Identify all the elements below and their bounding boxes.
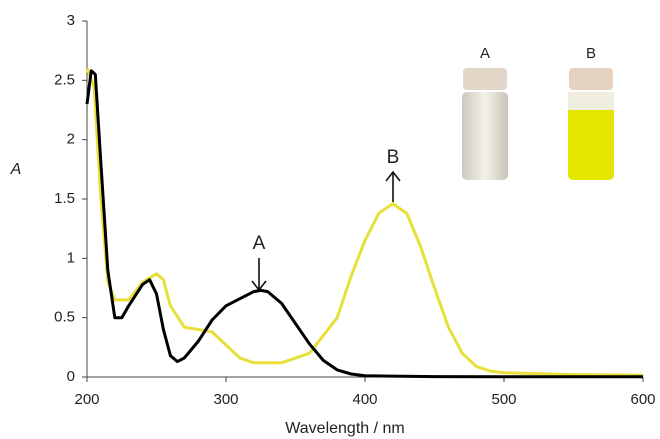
vial-label: A (480, 45, 490, 62)
annotation: A (253, 233, 266, 254)
annotation-arrows (251, 170, 401, 292)
x-tick-label: 200 (74, 391, 99, 408)
y-tick-label: 1 (67, 249, 75, 266)
x-tick-label: 400 (352, 391, 377, 408)
y-tick-label: 2.5 (54, 71, 75, 88)
y-axis-label: A (10, 161, 22, 178)
vial-b (568, 68, 614, 180)
vial-a (462, 68, 508, 180)
y-tick-label: 2 (67, 131, 75, 148)
y-tick-label: 3 (67, 12, 75, 29)
annotation: B (387, 147, 400, 168)
x-tick-label: 600 (630, 391, 655, 408)
x-tick-label: 500 (491, 391, 516, 408)
y-tick-label: 1.5 (54, 190, 75, 207)
vial-label: B (586, 45, 596, 62)
series-line (85, 69, 643, 379)
y-tick-label: 0.5 (54, 309, 75, 326)
x-axis-label: Wavelength / nm (285, 420, 404, 437)
series-line (85, 67, 644, 377)
y-tick-label: 0 (67, 368, 75, 385)
x-tick-label: 300 (213, 391, 238, 408)
